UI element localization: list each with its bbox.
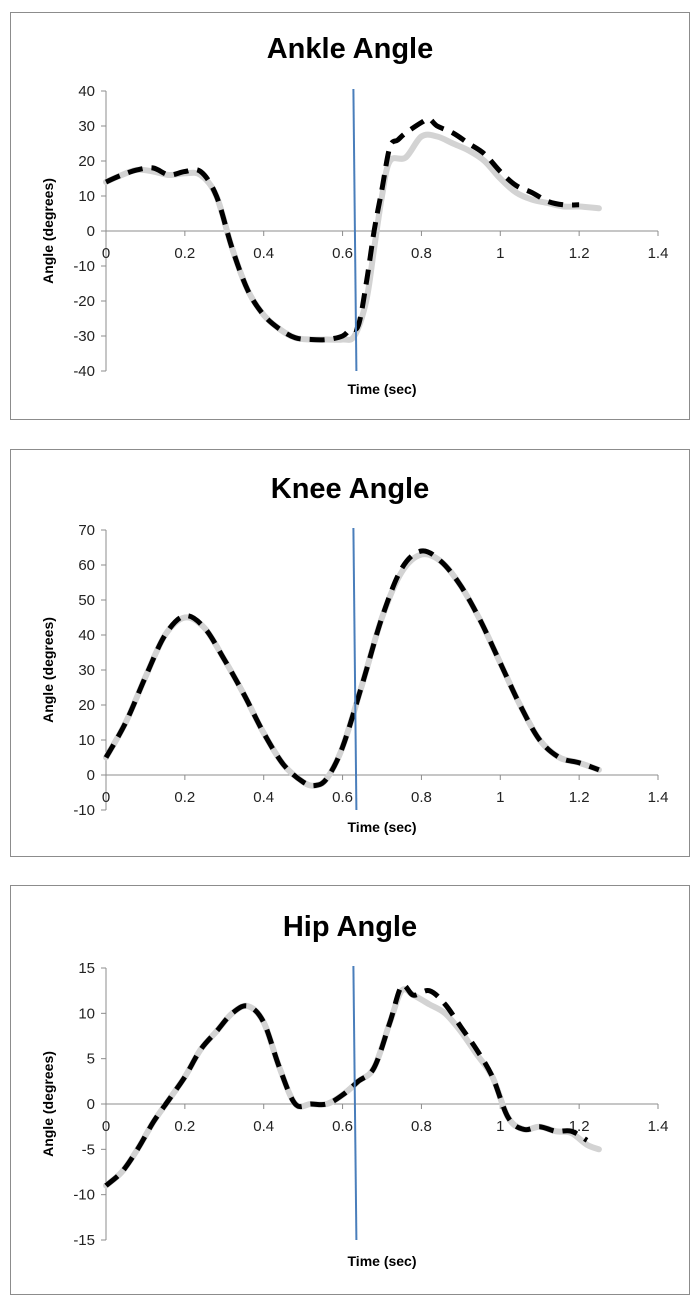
hip-series-dashed-line <box>104 982 589 1188</box>
ankle-y-tick-label: -30 <box>73 328 95 345</box>
knee-y-tick-label: 70 <box>78 522 95 539</box>
ankle-vertical-marker-line <box>352 88 358 372</box>
hip-x-tick-label: 0.2 <box>174 1118 195 1135</box>
ankle-y-axis-label: Angle (degrees) <box>40 178 56 284</box>
ankle-x-tick-label: 1.2 <box>569 245 590 262</box>
knee-x-tick-label: 0.4 <box>253 789 274 806</box>
hip-y-tick-label: -10 <box>73 1187 95 1204</box>
knee-y-tick-label: 20 <box>78 697 95 714</box>
ankle-y-tick-label: -10 <box>73 258 95 275</box>
hip-y-tick-label: -15 <box>73 1232 95 1249</box>
ankle-y-tick-label: 40 <box>78 83 95 100</box>
hip-chart-title: Hip Angle <box>283 911 417 943</box>
knee-series-dashed-line <box>103 548 600 789</box>
knee-y-tick-label: 10 <box>78 732 95 749</box>
ankle-y-tick-label: -40 <box>73 363 95 380</box>
knee-x-tick-label: 1.2 <box>569 789 590 806</box>
knee-y-tick-label: 50 <box>78 592 95 609</box>
ankle-x-axis-label: Time (sec) <box>348 381 417 397</box>
ankle-x-tick-label: 0.4 <box>253 245 274 262</box>
ankle-angle-chart-panel: Ankle Angle 40 30 20 10 0 -10 -20 -30 -40 0 0.2 0.4 0… <box>10 12 690 420</box>
knee-y-tick-label: -10 <box>73 802 95 819</box>
ankle-chart-svg: Ankle Angle 40 30 20 10 0 -10 -20 -30 -40 0 0.2 0.4 0… <box>40 33 669 397</box>
knee-chart-title: Knee Angle <box>271 473 429 505</box>
knee-x-tick-label: 0.8 <box>411 789 432 806</box>
knee-angle-chart-panel: Knee Angle 70 60 50 40 30 20 10 0 -10 0 0.2 0.4 0.6 0.… <box>10 449 690 857</box>
hip-angle-chart-panel: Hip Angle 15 10 5 0 -5 -10 -15 0 0.2 0.4 0.6 0.8 1 1.2… <box>10 885 690 1295</box>
knee-y-tick-label: 60 <box>78 557 95 574</box>
ankle-series-solid-line <box>103 131 602 343</box>
hip-x-axis-label: Time (sec) <box>348 1253 417 1269</box>
ankle-y-tick-label: -20 <box>73 293 95 310</box>
ankle-chart-title: Ankle Angle <box>267 33 434 65</box>
ankle-x-tick-label: 1.4 <box>648 245 669 262</box>
ankle-x-tick-label: 0 <box>102 245 110 262</box>
hip-x-tick-label: 1 <box>496 1118 504 1135</box>
ankle-y-tick-label: 0 <box>87 223 95 240</box>
ankle-x-tick-label: 0.6 <box>332 245 353 262</box>
knee-x-tick-label: 0 <box>102 789 110 806</box>
ankle-y-tick-label: 20 <box>78 153 95 170</box>
ankle-y-tick-label: 30 <box>78 118 95 135</box>
hip-y-tick-label: 10 <box>78 1005 95 1022</box>
hip-y-tick-label: 5 <box>87 1051 95 1068</box>
hip-vertical-marker-line <box>352 965 358 1241</box>
knee-y-tick-label: 40 <box>78 627 95 644</box>
hip-y-tick-label: 0 <box>87 1096 95 1113</box>
hip-x-tick-label: 0.8 <box>411 1118 432 1135</box>
knee-y-tick-label: 30 <box>78 662 95 679</box>
ankle-x-tick-label: 0.2 <box>174 245 195 262</box>
hip-x-tick-label: 1.4 <box>648 1118 669 1135</box>
knee-x-tick-label: 0.2 <box>174 789 195 806</box>
ankle-series-dashed-line <box>104 116 580 343</box>
hip-y-axis-label: Angle (degrees) <box>40 1051 56 1157</box>
knee-y-tick-label: 0 <box>87 767 95 784</box>
ankle-x-tick-label: 1 <box>496 245 504 262</box>
knee-y-axis-label: Angle (degrees) <box>40 617 56 723</box>
ankle-x-tick-label: 0.8 <box>411 245 432 262</box>
knee-x-axis-label: Time (sec) <box>348 819 417 835</box>
knee-x-tick-label: 1 <box>496 789 504 806</box>
hip-x-tick-label: 0.4 <box>253 1118 274 1135</box>
knee-series-solid-line <box>103 551 602 789</box>
hip-x-tick-label: 0.6 <box>332 1118 353 1135</box>
knee-vertical-marker-line <box>352 527 358 811</box>
knee-x-tick-label: 1.4 <box>648 789 669 806</box>
ankle-y-tick-label: 10 <box>78 188 95 205</box>
hip-x-tick-label: 0 <box>102 1118 110 1135</box>
knee-x-tick-label: 0.6 <box>332 789 353 806</box>
hip-y-tick-label: 15 <box>78 960 95 977</box>
hip-y-tick-label: -5 <box>82 1141 95 1158</box>
knee-chart-svg: Knee Angle 70 60 50 40 30 20 10 0 -10 0 0.2 0.4 0.6 0.… <box>40 473 669 835</box>
